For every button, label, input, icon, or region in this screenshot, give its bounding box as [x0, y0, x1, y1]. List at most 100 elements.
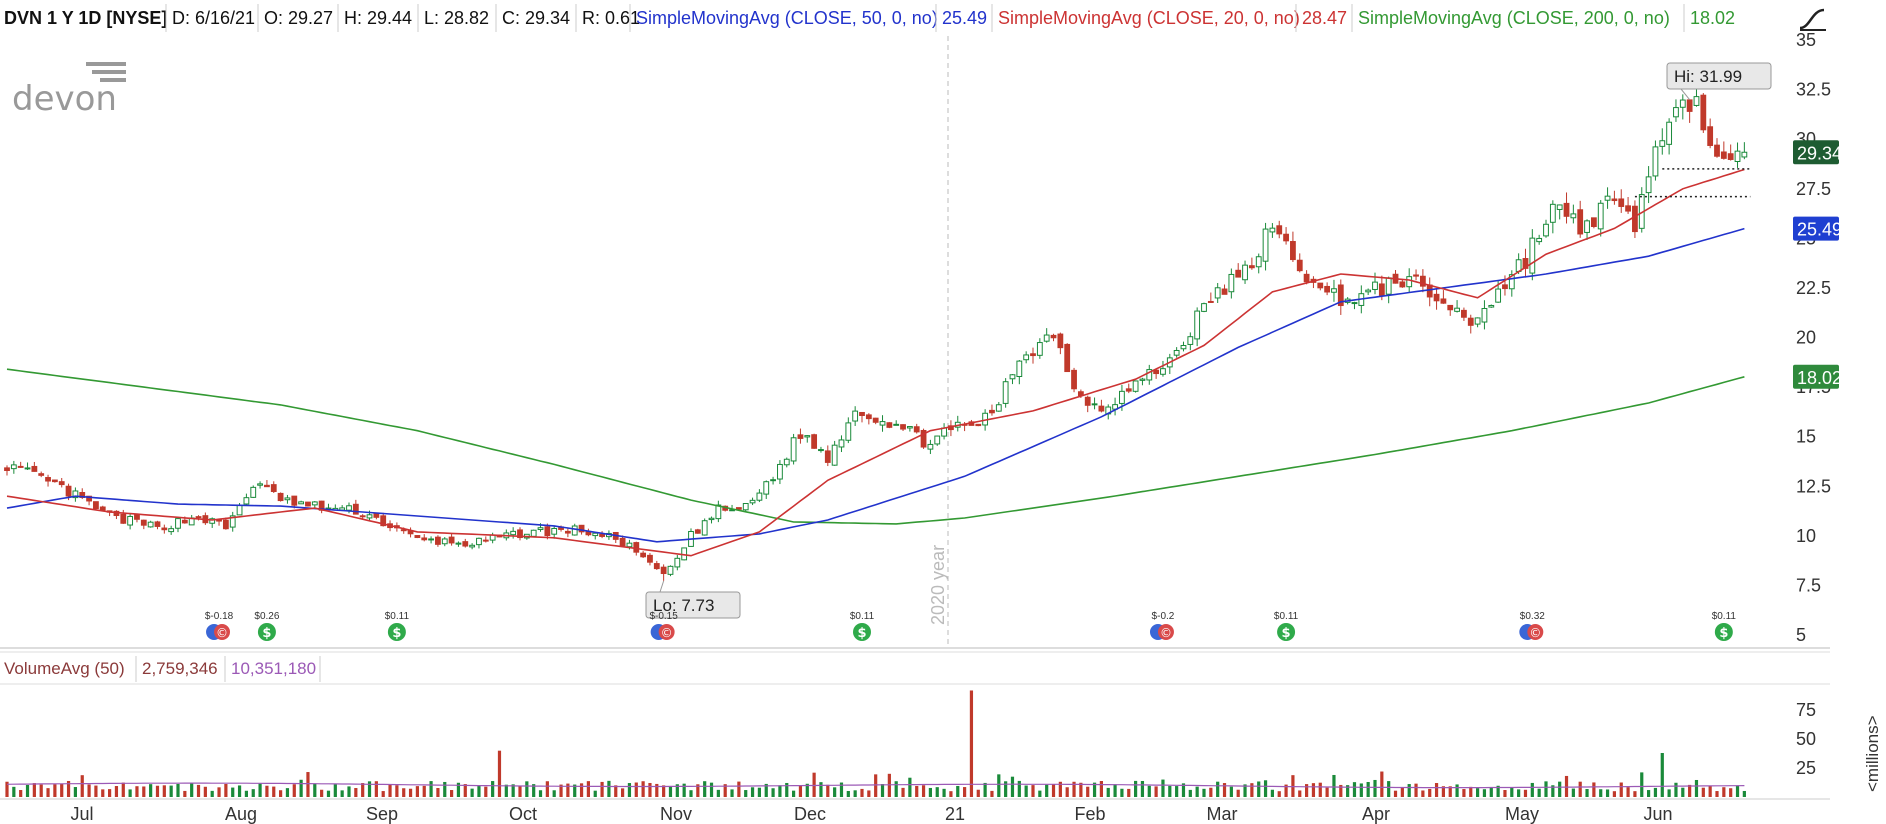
candle-body — [1556, 204, 1563, 210]
volume-bar — [1626, 787, 1630, 797]
dividend-icon[interactable] — [1714, 623, 1733, 641]
volume-bar — [361, 783, 365, 797]
candle-body — [86, 495, 92, 502]
volume-bar — [128, 789, 132, 797]
candle-body — [243, 497, 250, 505]
candle-body — [38, 473, 45, 476]
volume-bar — [1523, 789, 1528, 797]
sma200-value: 18.02 — [1690, 8, 1735, 28]
candle-body — [1686, 99, 1693, 112]
drawing-tool-icon[interactable] — [1797, 6, 1827, 32]
volume-avg-line — [6, 782, 1745, 789]
volume-bar — [641, 781, 645, 797]
volume-bar — [169, 785, 173, 797]
candle-body — [1214, 287, 1221, 299]
candle-body — [1303, 273, 1310, 283]
dividend-markers[interactable]: $-0.18 © $0.26 $ $0.11 $ $-0.15 © $0.11 $ $-0.2 © $0… — [205, 611, 1737, 641]
candle-body — [1283, 233, 1289, 242]
candle-body — [1399, 281, 1406, 288]
volume-avg-label: VolumeAvg (50) — [4, 659, 125, 678]
volume-bar — [709, 782, 714, 797]
volume-bar — [1250, 783, 1254, 797]
earnings-icon[interactable] — [658, 624, 675, 640]
symbol-label: DVN 1 Y 1D [NYSE] — [4, 8, 167, 28]
dividend-icon[interactable] — [1277, 623, 1296, 641]
candle-body — [1221, 288, 1228, 295]
candle-body — [1036, 342, 1043, 356]
volume-bar — [73, 787, 77, 797]
volume-bar — [1154, 786, 1158, 797]
earnings-icon[interactable] — [1527, 624, 1544, 640]
header: DVN 1 Y 1D [NYSE] D: 6/16/21 O: 29.27 H: 29… — [4, 4, 1735, 32]
x-tick-label: May — [1505, 804, 1539, 824]
dividend-icon[interactable] — [257, 623, 276, 641]
volume-bar — [25, 784, 30, 797]
volume-bar — [880, 784, 885, 797]
volume-bar — [696, 784, 700, 797]
volume-bar — [1592, 782, 1596, 797]
volume-bar — [1462, 789, 1466, 797]
svg-text:Lo: 7.73: Lo: 7.73 — [653, 596, 714, 615]
candle-body — [45, 477, 51, 482]
candle-body — [619, 537, 626, 547]
candle-body — [742, 503, 749, 511]
volume-bar — [313, 783, 317, 797]
volume-bar — [518, 785, 522, 797]
volume-bar — [935, 787, 939, 797]
volume-bar — [1729, 788, 1733, 797]
volume-bar — [894, 781, 898, 797]
candle-body — [1590, 217, 1597, 228]
candle-body — [1549, 203, 1556, 223]
candle-body — [886, 422, 893, 428]
candle-body — [647, 554, 653, 563]
volume-bar — [586, 781, 590, 797]
volume-bar — [1346, 785, 1350, 797]
price-tick-label: 7.5 — [1796, 575, 1821, 595]
volume-bar — [108, 789, 112, 797]
candle-body — [195, 516, 202, 519]
volume-bar — [600, 781, 604, 797]
candle-body — [10, 464, 17, 470]
candle-body — [975, 423, 982, 427]
volume-panel[interactable] — [5, 690, 1746, 797]
dividend-glyph: $ — [262, 626, 271, 641]
candle-body — [1378, 283, 1385, 296]
dividend-icon[interactable] — [853, 623, 871, 641]
volume-bar — [1393, 790, 1398, 797]
volume-bar — [1181, 783, 1186, 797]
candle-body — [1502, 284, 1508, 290]
candle-body — [1597, 202, 1604, 230]
volume-bar — [196, 784, 201, 797]
volume-bar — [1564, 775, 1569, 797]
volume-bar — [1599, 789, 1603, 797]
dividend-value: $0.11 — [1274, 611, 1299, 622]
price-tick-label: 12.5 — [1796, 476, 1831, 496]
volume-bar — [217, 787, 221, 797]
volume-bar — [662, 785, 666, 797]
candle-body — [1419, 275, 1426, 287]
candle-body — [17, 465, 24, 468]
volume-bar — [887, 773, 891, 797]
volume-bar — [532, 784, 536, 797]
volume-bar — [1318, 782, 1322, 797]
price-tick-label: 27.5 — [1796, 179, 1831, 199]
x-tick-label: Jun — [1643, 804, 1672, 824]
volume-bar — [183, 790, 187, 797]
volume-bar — [627, 783, 632, 797]
volume-bar — [477, 785, 481, 797]
volume-bar — [1010, 776, 1015, 797]
volume-bar — [367, 781, 372, 797]
candle-body — [804, 435, 811, 438]
candle-body — [161, 527, 168, 531]
candle-body — [1577, 209, 1584, 235]
candle-body — [1467, 317, 1474, 326]
earnings-icon[interactable] — [1157, 624, 1174, 640]
candle-body — [181, 519, 188, 524]
earnings-icon[interactable] — [214, 624, 231, 640]
dividend-icon[interactable] — [387, 623, 406, 641]
candle-body — [838, 439, 845, 448]
volume-bar — [1414, 783, 1418, 797]
range-label: R: 0.61 — [582, 8, 640, 28]
